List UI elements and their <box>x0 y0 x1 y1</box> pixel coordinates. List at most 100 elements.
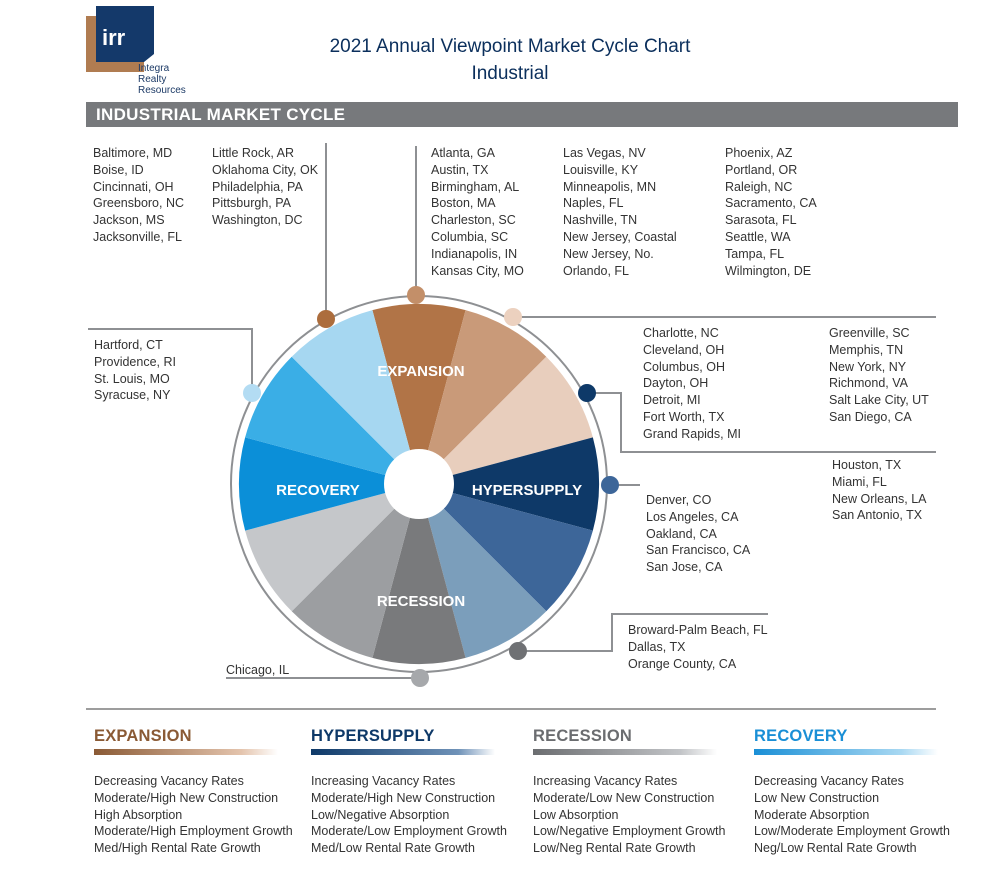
legend-gradient-bar <box>94 749 278 755</box>
city-list-group8: Greenville, SC Memphis, TN New York, NY Ric… <box>829 325 929 426</box>
marker-dot <box>317 310 335 328</box>
city: Columbia, SC <box>431 229 509 244</box>
city: Miami, FL <box>832 474 887 489</box>
city: Dayton, OH <box>643 376 709 391</box>
city: St. Louis, MO <box>94 371 170 386</box>
city: Las Vegas, NV <box>563 146 646 160</box>
city: Wilmington, DE <box>725 263 812 278</box>
legend-item: Low/Neg Rental Rate Growth <box>533 841 696 856</box>
wedges-group <box>238 303 600 665</box>
legend-gradient-bar <box>754 749 938 755</box>
section-banner-title: INDUSTRIAL MARKET CYCLE <box>96 105 346 124</box>
city: Syracuse, NY <box>94 388 171 403</box>
city: Oakland, CA <box>646 526 717 541</box>
legend-item: Neg/Low Rental Rate Growth <box>754 841 917 856</box>
city-list-group5: Phoenix, AZ Portland, OR Raleigh, NC Sacram… <box>725 145 817 279</box>
legend-item: Low/Negative Absorption <box>311 807 450 822</box>
marker-dot <box>411 669 429 687</box>
city: Naples, FL <box>563 196 624 211</box>
page-title: 2021 Annual Viewpoint Market Cycle Chart <box>329 36 691 57</box>
city: Phoenix, AZ <box>725 146 793 160</box>
city-list-group2: Little Rock, AR Oklahoma City, OK Philadel… <box>212 145 318 229</box>
section-banner: INDUSTRIAL MARKET CYCLE <box>86 102 958 127</box>
wedge-recession <box>291 484 419 658</box>
legend-item: Moderate/High New Construction <box>311 790 496 805</box>
city: Los Angeles, CA <box>646 509 739 524</box>
city-list-group11: Broward-Palm Beach, FL Dallas, TX Orange C… <box>628 622 768 672</box>
city: Washington, DC <box>212 213 303 228</box>
legend-recovery: RECOVERY Decreasing Vacancy Rates Low New… <box>754 727 964 857</box>
phase-label-recovery: RECOVERY <box>276 482 360 499</box>
phase-label-recession: RECESSION <box>377 593 465 610</box>
city: Atlanta, GA <box>431 146 495 160</box>
city: Raleigh, NC <box>725 179 793 194</box>
city: Austin, TX <box>431 162 489 177</box>
legend-item: Moderate/High New Construction <box>94 790 279 805</box>
city: Dallas, TX <box>628 639 686 654</box>
city: Greensboro, NC <box>93 196 185 211</box>
city: Houston, TX <box>832 458 902 472</box>
legend-item: Moderate Absorption <box>754 807 870 822</box>
connector-lines <box>88 143 936 679</box>
city: Charleston, SC <box>431 213 516 228</box>
city: Pittsburgh, PA <box>212 196 291 211</box>
city: Jacksonville, FL <box>93 229 182 244</box>
logo-line: Realty <box>138 74 167 85</box>
city: Boise, ID <box>93 162 144 177</box>
irr-logo: irr <box>86 6 154 72</box>
phase-label-expansion: EXPANSION <box>377 363 464 380</box>
marker-dot <box>243 384 261 402</box>
marker-dot <box>504 308 522 326</box>
legend-item: Increasing Vacancy Rates <box>311 774 456 788</box>
city: Greenville, SC <box>829 326 910 340</box>
city: Tampa, FL <box>725 246 785 261</box>
city: New Jersey, No. <box>563 246 654 261</box>
city: Richmond, VA <box>829 376 908 391</box>
wedge-expansion <box>419 356 593 484</box>
wedge-expansion <box>372 303 466 484</box>
wedge-recession <box>245 484 419 612</box>
city: Broward-Palm Beach, FL <box>628 623 768 637</box>
legend-item: Low/Moderate Employment Growth <box>754 824 950 839</box>
city-list-group12: Chicago, IL <box>226 662 289 679</box>
marker-dot <box>509 642 527 660</box>
phase-label-hypersupply: HYPERSUPPLY <box>472 482 582 499</box>
city: Seattle, WA <box>725 229 791 244</box>
legend-divider <box>86 708 936 710</box>
city: Cincinnati, OH <box>93 179 174 194</box>
city: Minneapolis, MN <box>563 179 657 194</box>
wedge-hypersupply <box>419 437 600 531</box>
city-list-group3: Atlanta, GA Austin, TX Birmingham, AL Bosto… <box>431 145 524 279</box>
city-list-group6: Hartford, CT Providence, RI St. Louis, MO S… <box>94 337 176 404</box>
page-subtitle: Industrial <box>471 63 549 84</box>
city: Nashville, TN <box>563 213 638 228</box>
city: Kansas City, MO <box>431 263 524 278</box>
legend-item: High Absorption <box>94 807 183 822</box>
legend-item: Moderate/Low New Construction <box>533 790 715 805</box>
city: New Orleans, LA <box>832 491 927 506</box>
city-list-group4: Las Vegas, NV Louisville, KY Minneapolis, … <box>563 145 677 279</box>
city: New Jersey, Coastal <box>563 229 677 244</box>
legend-item: Decreasing Vacancy Rates <box>754 774 904 788</box>
city: Philadelphia, PA <box>212 179 303 194</box>
city: Orange County, CA <box>628 656 737 671</box>
logo-line: Integra <box>138 63 170 74</box>
legend-item: Moderate/Low Employment Growth <box>311 824 507 839</box>
city-list-group9: Houston, TX Miami, FL New Orleans, LA San A… <box>832 457 926 524</box>
city: Jackson, MS <box>93 213 165 228</box>
city: Orlando, FL <box>563 263 630 278</box>
marker-dot <box>578 384 596 402</box>
legend-item: Increasing Vacancy Rates <box>533 774 678 788</box>
connector-line <box>587 392 936 453</box>
city: New York, NY <box>829 359 907 374</box>
city: Little Rock, AR <box>212 146 294 160</box>
city: Columbus, OH <box>643 359 725 374</box>
city: San Francisco, CA <box>646 543 751 558</box>
wedge-recovery <box>291 310 419 484</box>
city: Denver, CO <box>646 493 712 507</box>
connector-line <box>518 613 768 652</box>
city: Charlotte, NC <box>643 326 719 340</box>
wedge-recovery <box>238 437 419 531</box>
city: Louisville, KY <box>563 162 639 177</box>
